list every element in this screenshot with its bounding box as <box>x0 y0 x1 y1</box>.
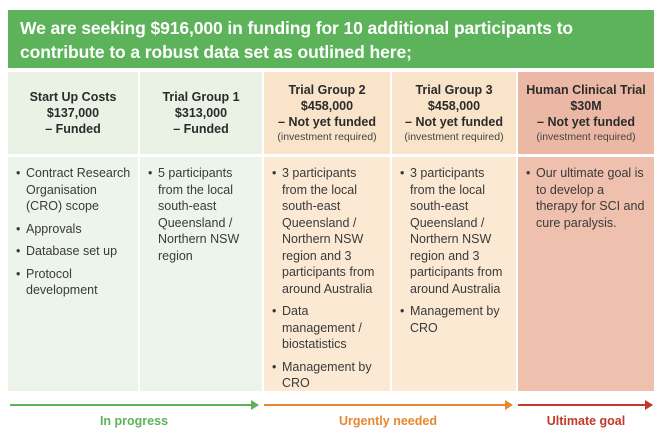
column-amount: $313,000 <box>174 106 228 120</box>
list-item: Our ultimate goal is to develop a therap… <box>526 165 648 231</box>
column-body: 3 participants from the local south-east… <box>264 157 390 391</box>
column-title: Human Clinical Trial <box>526 82 646 97</box>
list-item: Data management / biostatistics <box>272 303 384 353</box>
list-item: 5 participants from the local south-east… <box>148 165 256 264</box>
column-trial-group-3: Trial Group 3 $458,000 – Not yet funded … <box>392 72 516 391</box>
column-start-up-costs: Start Up Costs $137,000 – Funded Contrac… <box>8 72 138 391</box>
column-human-clinical-trial: Human Clinical Trial $30M – Not yet fund… <box>518 72 654 391</box>
column-title: Trial Group 1 <box>162 90 240 104</box>
column-header: Start Up Costs $137,000 – Funded <box>8 72 138 154</box>
column-title: Start Up Costs <box>29 90 117 104</box>
phase-label-ultimate-goal: Ultimate goal <box>546 414 626 428</box>
column-header: Trial Group 2 $458,000 – Not yet funded … <box>264 72 390 154</box>
column-body: Our ultimate goal is to develop a therap… <box>518 157 654 391</box>
ultimate-goal-arrow-icon <box>518 400 653 410</box>
column-title: Trial Group 2 <box>288 82 366 97</box>
list-item: Database set up <box>16 243 132 260</box>
phase-label-urgently-needed: Urgently needed <box>339 414 437 428</box>
column-note: (investment required) <box>536 130 636 143</box>
column-status: – Not yet funded <box>537 114 635 129</box>
column-header: Human Clinical Trial $30M – Not yet fund… <box>518 72 654 154</box>
column-note: (investment required) <box>277 130 377 143</box>
list-item: Protocol development <box>16 266 132 299</box>
list-item: 3 participants from the local south-east… <box>272 165 384 297</box>
column-body: 3 participants from the local south-east… <box>392 157 516 391</box>
column-title: Trial Group 3 <box>415 82 493 97</box>
column-amount: $30M <box>570 98 602 113</box>
in-progress-arrow-icon <box>10 400 259 410</box>
column-status: – Not yet funded <box>405 114 503 129</box>
column-trial-group-1: Trial Group 1 $313,000 – Funded 5 partic… <box>140 72 262 391</box>
list-item: Approvals <box>16 221 132 238</box>
column-status: – Not yet funded <box>278 114 376 129</box>
column-amount: $458,000 <box>427 98 481 113</box>
column-body: 5 participants from the local south-east… <box>140 157 262 391</box>
urgently-needed-arrow-icon <box>264 400 513 410</box>
list-item: Management by CRO <box>272 359 384 392</box>
column-note: (investment required) <box>404 130 504 143</box>
phase-label-in-progress: In progress <box>99 414 169 428</box>
list-item: Management by CRO <box>400 303 510 336</box>
list-item: 3 participants from the local south-east… <box>400 165 510 297</box>
column-trial-group-2: Trial Group 2 $458,000 – Not yet funded … <box>264 72 390 391</box>
column-header: Trial Group 1 $313,000 – Funded <box>140 72 262 154</box>
list-item: Contract Research Organisation (CRO) sco… <box>16 165 132 215</box>
column-amount: $137,000 <box>46 106 100 120</box>
column-amount: $458,000 <box>300 98 354 113</box>
column-body: Contract Research Organisation (CRO) sco… <box>8 157 138 391</box>
column-header: Trial Group 3 $458,000 – Not yet funded … <box>392 72 516 154</box>
funding-banner: We are seeking $916,000 in funding for 1… <box>8 10 654 68</box>
column-status: – Funded <box>173 122 229 136</box>
banner-text: We are seeking $916,000 in funding for 1… <box>20 18 574 62</box>
column-status: – Funded <box>45 122 101 136</box>
